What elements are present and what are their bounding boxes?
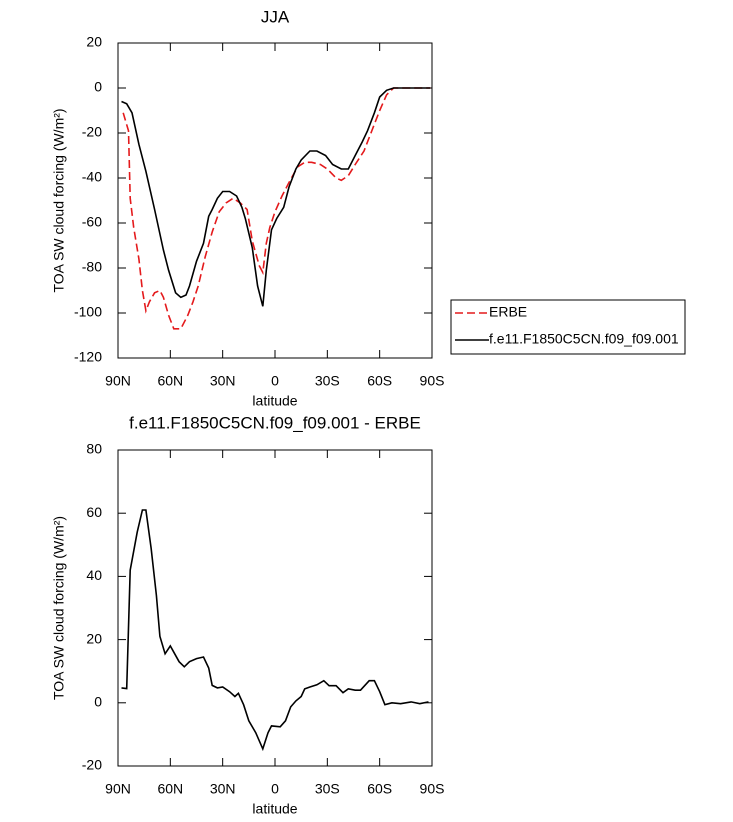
x-tick-label: 60N [157,781,183,797]
x-tick-label: 60S [367,781,392,797]
y-tick-label: 0 [94,694,102,710]
x-axis-label: latitude [252,801,297,817]
x-tick-label: 90N [105,781,131,797]
x-tick-label: 90S [420,781,445,797]
y-tick-label: -80 [82,259,102,275]
y-tick-label: 40 [86,567,102,583]
y-tick-label: 20 [86,34,102,50]
plot-frame [117,42,433,359]
y-tick-label: -20 [82,124,102,140]
data-line [121,509,429,752]
x-tick-label: 90S [420,373,445,389]
x-tick-label: 30S [315,373,340,389]
y-tick-label: 0 [94,79,102,95]
x-tick-label: 60N [157,373,183,389]
x-tick-label: 30N [210,373,236,389]
x-axis-label: latitude [252,393,297,409]
chart-title: JJA [261,7,290,26]
legend-label: f.e11.F1850C5CN.f09_f09.001 [489,331,679,347]
chart-title: f.e11.F1850C5CN.f09_f09.001 - ERBE [129,413,421,432]
y-tick-label: -120 [74,349,102,365]
x-tick-label: 0 [271,781,279,797]
y-axis-label: TOA SW cloud forcing (W/m²) [51,108,67,292]
data-line [121,87,431,307]
y-tick-label: -20 [82,757,102,773]
y-tick-label: 60 [86,504,102,520]
y-tick-label: -40 [82,169,102,185]
x-tick-label: 30N [210,781,236,797]
data-line [122,87,431,330]
y-axis-label: TOA SW cloud forcing (W/m²) [51,516,67,700]
x-tick-label: 30S [315,781,340,797]
y-tick-label: -100 [74,304,102,320]
legend-box [450,299,686,355]
plot-frame [117,449,433,767]
x-tick-label: 90N [105,373,131,389]
x-tick-label: 0 [271,373,279,389]
legend-label: ERBE [489,304,527,320]
x-tick-label: 60S [367,373,392,389]
y-tick-label: -60 [82,214,102,230]
y-tick-label: 80 [86,441,102,457]
y-tick-label: 20 [86,630,102,646]
